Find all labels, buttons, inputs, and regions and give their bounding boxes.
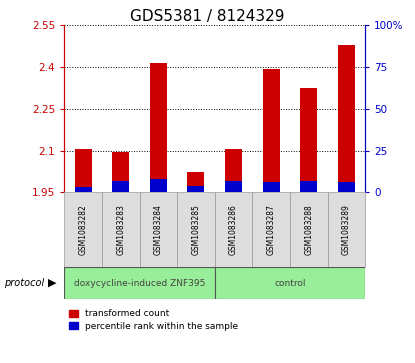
Bar [112,152,129,192]
Text: GSM1083282: GSM1083282 [78,204,88,255]
Text: GSM1083284: GSM1083284 [154,204,163,255]
Text: GSM1083289: GSM1083289 [342,204,351,255]
Bar [225,149,242,192]
Bar [102,192,139,267]
Bar [150,63,167,192]
Bar [75,149,92,192]
Bar [300,181,317,192]
Bar [263,182,280,192]
Bar [215,267,365,299]
Bar [252,192,290,267]
Bar [215,192,252,267]
Bar [338,182,355,192]
Bar [225,181,242,192]
Bar [188,186,205,192]
Bar [263,69,280,192]
Bar [139,192,177,267]
Bar [112,181,129,192]
Bar [300,88,317,192]
Text: GDS5381 / 8124329: GDS5381 / 8124329 [130,9,285,24]
Text: GSM1083285: GSM1083285 [191,204,200,255]
Text: protocol: protocol [4,278,44,288]
Text: doxycycline-induced ZNF395: doxycycline-induced ZNF395 [74,279,205,287]
Text: GSM1083287: GSM1083287 [267,204,276,255]
Text: control: control [274,279,306,287]
Bar [327,192,365,267]
Text: GSM1083288: GSM1083288 [304,204,313,255]
Bar [188,171,205,192]
Legend: transformed count, percentile rank within the sample: transformed count, percentile rank withi… [69,309,238,331]
Text: ▶: ▶ [48,278,56,288]
Text: GSM1083283: GSM1083283 [116,204,125,255]
Bar [150,179,167,192]
Bar [290,192,327,267]
Bar [177,192,215,267]
Bar [338,45,355,192]
Bar [64,192,102,267]
Bar [64,267,215,299]
Bar [75,187,92,192]
Text: GSM1083286: GSM1083286 [229,204,238,255]
